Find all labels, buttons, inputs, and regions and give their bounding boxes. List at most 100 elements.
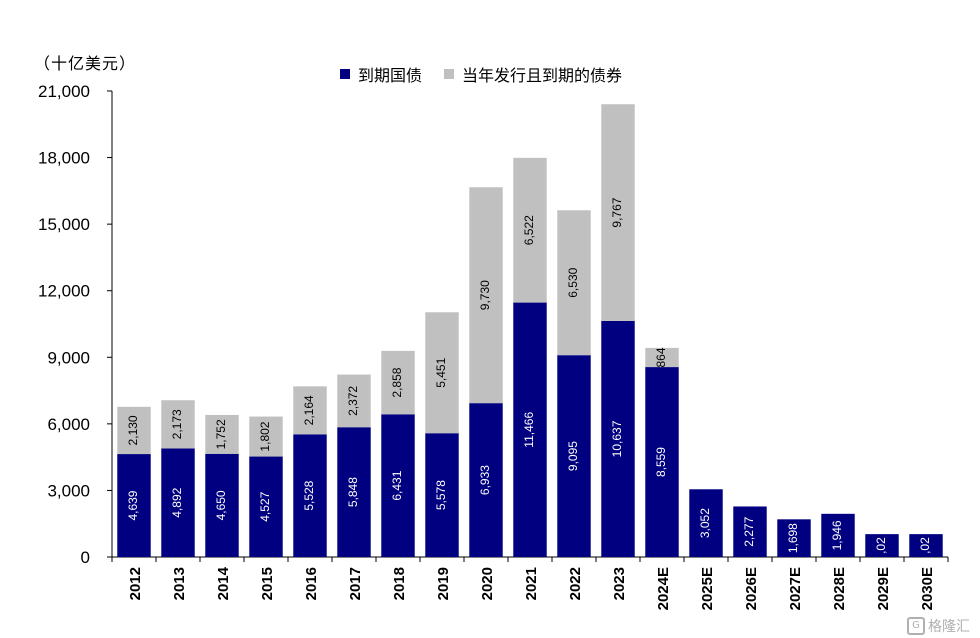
x-tick-label: 2027E [787, 567, 804, 610]
x-tick-label: 2015 [259, 567, 276, 600]
bar-segment [469, 403, 503, 557]
x-tick-label: 2024E [655, 567, 672, 610]
legend-swatch-maturing [340, 69, 350, 79]
bar-segment [425, 433, 459, 557]
data-label: 864 [654, 347, 668, 367]
bar-segment [117, 406, 151, 455]
data-label: 9,767 [610, 197, 624, 227]
data-label: 2,164 [302, 395, 316, 425]
bar-segment [161, 448, 195, 557]
data-label: 5,578 [434, 480, 448, 510]
watermark-logo-icon: G [907, 617, 925, 635]
y-tick-label: 15,000 [38, 215, 90, 234]
data-label: 1,698 [786, 523, 800, 553]
bar-segment [821, 513, 855, 557]
watermark: G 格隆汇 [907, 616, 970, 636]
data-label: 3,052 [698, 508, 712, 538]
data-label: 2,173 [170, 409, 184, 439]
data-label: 2,130 [126, 415, 140, 445]
data-label: 5,528 [302, 480, 316, 510]
data-label: ,02 [918, 537, 932, 554]
bar-segment [249, 456, 283, 557]
bar-segment [865, 534, 899, 557]
x-tick-label: 2014 [215, 566, 232, 600]
y-tick-label: 12,000 [38, 282, 90, 301]
bar-segment [601, 320, 635, 557]
data-label: 9,095 [566, 441, 580, 471]
data-label: 4,892 [170, 487, 184, 517]
bar-segment [293, 386, 327, 435]
data-label: 2,858 [390, 367, 404, 397]
data-label: 4,639 [126, 490, 140, 520]
bar-segment [293, 434, 327, 557]
data-label: 6,933 [478, 465, 492, 495]
x-tick-label: 2023 [611, 567, 628, 600]
x-tick-label: 2025E [699, 567, 716, 610]
x-tick-label: 2018 [391, 567, 408, 600]
legend-item-issued: 当年发行且到期的债券 [444, 62, 622, 86]
data-label: 4,650 [214, 490, 228, 520]
y-tick-label: 0 [81, 548, 90, 567]
bar-segment [733, 506, 767, 557]
data-label: 2,372 [346, 386, 360, 416]
x-tick-label: 2029E [875, 567, 892, 610]
data-label: 1,802 [258, 421, 272, 451]
watermark-text: 格隆汇 [928, 619, 970, 635]
bar-segment [557, 210, 591, 356]
data-label: 1,752 [214, 419, 228, 449]
y-tick-label: 21,000 [38, 82, 90, 101]
bar-segment [513, 157, 547, 303]
data-label: 6,522 [522, 215, 536, 245]
bar-segment [205, 453, 239, 557]
x-tick-label: 2030E [919, 567, 936, 610]
bar-segment [381, 350, 415, 415]
bar-segment [689, 489, 723, 557]
y-tick-label: 6,000 [47, 415, 90, 434]
legend: 到期国债 当年发行且到期的债券 [340, 62, 644, 86]
data-label: 2,277 [742, 516, 756, 546]
bar-segment [601, 104, 635, 321]
legend-label-maturing: 到期国债 [358, 66, 423, 85]
bar-segment [777, 519, 811, 557]
y-tick-label: 9,000 [47, 348, 90, 367]
x-tick-label: 2017 [347, 567, 364, 600]
bar-segment [645, 347, 679, 368]
data-label: 4,527 [258, 491, 272, 521]
data-label: 5,848 [346, 477, 360, 507]
unit-label: （十亿美元） [34, 54, 137, 73]
x-tick-label: 2016 [303, 567, 320, 600]
x-tick-label: 2028E [831, 567, 848, 610]
bar-segment [381, 414, 415, 557]
data-label: ,02 [874, 537, 888, 554]
bar-segment [161, 400, 195, 449]
bar-segment [249, 416, 283, 457]
bar-segment [425, 312, 459, 434]
data-label: 6,431 [390, 470, 404, 500]
legend-item-maturing: 到期国债 [340, 62, 422, 86]
x-tick-label: 2012 [127, 567, 144, 600]
bar-segment [557, 355, 591, 557]
bar-segment [909, 534, 943, 557]
bar-segment [469, 187, 503, 404]
bar-segment [513, 302, 547, 557]
bar-segment [337, 374, 371, 428]
legend-swatch-issued [444, 69, 455, 79]
data-label: 9,730 [478, 280, 492, 310]
y-tick-label: 3,000 [47, 481, 90, 500]
x-tick-label: 2013 [171, 567, 188, 600]
x-tick-label: 2022 [567, 567, 584, 600]
bar-segment [117, 454, 151, 557]
x-tick-label: 2020 [479, 567, 496, 600]
data-label: 8,559 [654, 447, 668, 477]
data-label: 5,451 [434, 357, 448, 387]
data-label: 11,466 [522, 412, 536, 448]
data-label: 6,530 [566, 267, 580, 297]
x-tick-label: 2021 [523, 567, 540, 600]
bar-segment [205, 414, 239, 454]
legend-label-issued: 当年发行且到期的债券 [462, 66, 623, 85]
data-label: 1,946 [830, 520, 844, 550]
x-tick-label: 2019 [435, 567, 452, 600]
x-tick-label: 2026E [743, 567, 760, 610]
bar-segment [645, 367, 679, 557]
